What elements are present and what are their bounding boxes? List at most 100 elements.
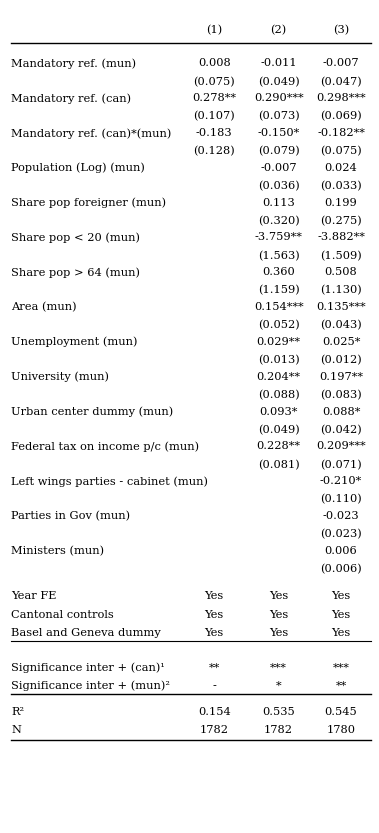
Text: -0.007: -0.007 bbox=[260, 162, 297, 172]
Text: Left wings parties - cabinet (mun): Left wings parties - cabinet (mun) bbox=[11, 476, 208, 486]
Text: -3.882**: -3.882** bbox=[317, 232, 365, 242]
Text: 0.508: 0.508 bbox=[325, 267, 357, 277]
Text: Yes: Yes bbox=[269, 610, 288, 620]
Text: (1.130): (1.130) bbox=[320, 286, 362, 296]
Text: 0.197**: 0.197** bbox=[319, 372, 363, 382]
Text: Basel and Geneva dummy: Basel and Geneva dummy bbox=[11, 628, 161, 638]
Text: -: - bbox=[212, 681, 216, 691]
Text: 0.290***: 0.290*** bbox=[254, 93, 303, 103]
Text: 0.298***: 0.298*** bbox=[316, 93, 366, 103]
Text: (0.079): (0.079) bbox=[258, 146, 299, 157]
Text: 0.360: 0.360 bbox=[262, 267, 295, 277]
Text: -0.183: -0.183 bbox=[196, 128, 232, 138]
Text: 0.278**: 0.278** bbox=[192, 93, 236, 103]
Text: (0.128): (0.128) bbox=[193, 146, 235, 157]
Text: -0.150*: -0.150* bbox=[257, 128, 300, 138]
Text: 1780: 1780 bbox=[327, 726, 356, 736]
Text: 0.154: 0.154 bbox=[198, 707, 230, 717]
Text: -3.759**: -3.759** bbox=[255, 232, 302, 242]
Text: Mandatory ref. (mun): Mandatory ref. (mun) bbox=[11, 58, 136, 69]
Text: 0.535: 0.535 bbox=[262, 707, 295, 717]
Text: 0.209***: 0.209*** bbox=[316, 441, 366, 451]
Text: Year FE: Year FE bbox=[11, 591, 57, 601]
Text: Urban center dummy (mun): Urban center dummy (mun) bbox=[11, 407, 174, 417]
Text: 0.006: 0.006 bbox=[325, 546, 357, 556]
Text: Federal tax on income p/c (mun): Federal tax on income p/c (mun) bbox=[11, 441, 199, 451]
Text: 1782: 1782 bbox=[200, 726, 229, 736]
Text: 0.093*: 0.093* bbox=[259, 407, 298, 416]
Text: (0.107): (0.107) bbox=[193, 112, 235, 122]
Text: (3): (3) bbox=[333, 25, 349, 35]
Text: 0.204**: 0.204** bbox=[257, 372, 301, 382]
Text: -0.210*: -0.210* bbox=[320, 476, 362, 486]
Text: 0.024: 0.024 bbox=[325, 162, 357, 172]
Text: Share pop foreigner (mun): Share pop foreigner (mun) bbox=[11, 197, 166, 208]
Text: Yes: Yes bbox=[205, 610, 224, 620]
Text: ***: *** bbox=[270, 662, 287, 672]
Text: **: ** bbox=[208, 662, 220, 672]
Text: 1782: 1782 bbox=[264, 726, 293, 736]
Text: -0.182**: -0.182** bbox=[317, 128, 365, 138]
Text: Yes: Yes bbox=[332, 610, 351, 620]
Text: (0.275): (0.275) bbox=[320, 216, 362, 226]
Text: (0.110): (0.110) bbox=[320, 494, 362, 505]
Text: (0.081): (0.081) bbox=[258, 460, 299, 470]
Text: 0.135***: 0.135*** bbox=[316, 302, 366, 312]
Text: 0.008: 0.008 bbox=[198, 58, 230, 68]
Text: Yes: Yes bbox=[332, 628, 351, 638]
Text: Yes: Yes bbox=[332, 591, 351, 601]
Text: (0.049): (0.049) bbox=[258, 425, 299, 435]
Text: (0.047): (0.047) bbox=[320, 77, 362, 87]
Text: (1.159): (1.159) bbox=[258, 286, 299, 296]
Text: 0.154***: 0.154*** bbox=[254, 302, 303, 312]
Text: Yes: Yes bbox=[205, 591, 224, 601]
Text: 0.228**: 0.228** bbox=[257, 441, 301, 451]
Text: (0.023): (0.023) bbox=[320, 529, 362, 540]
Text: (1.563): (1.563) bbox=[258, 251, 299, 261]
Text: Cantonal controls: Cantonal controls bbox=[11, 610, 114, 620]
Text: Population (Log) (mun): Population (Log) (mun) bbox=[11, 162, 145, 173]
Text: Area (mun): Area (mun) bbox=[11, 302, 77, 312]
Text: (0.036): (0.036) bbox=[258, 181, 299, 192]
Text: (0.049): (0.049) bbox=[258, 77, 299, 87]
Text: Yes: Yes bbox=[269, 591, 288, 601]
Text: -0.007: -0.007 bbox=[323, 58, 359, 68]
Text: Yes: Yes bbox=[205, 628, 224, 638]
Text: ***: *** bbox=[333, 662, 349, 672]
Text: Yes: Yes bbox=[269, 628, 288, 638]
Text: *: * bbox=[276, 681, 281, 691]
Text: 0.029**: 0.029** bbox=[257, 337, 301, 347]
Text: (0.069): (0.069) bbox=[320, 112, 362, 122]
Text: (0.012): (0.012) bbox=[320, 355, 362, 366]
Text: Significance inter + (mun)²: Significance inter + (mun)² bbox=[11, 681, 171, 691]
Text: R²: R² bbox=[11, 707, 25, 717]
Text: **: ** bbox=[335, 681, 347, 691]
Text: Significance inter + (can)¹: Significance inter + (can)¹ bbox=[11, 662, 165, 673]
Text: Mandatory ref. (can)*(mun): Mandatory ref. (can)*(mun) bbox=[11, 128, 172, 138]
Text: (1): (1) bbox=[206, 25, 222, 35]
Text: (0.042): (0.042) bbox=[320, 425, 362, 435]
Text: -0.011: -0.011 bbox=[260, 58, 297, 68]
Text: University (mun): University (mun) bbox=[11, 372, 110, 382]
Text: Parties in Gov (mun): Parties in Gov (mun) bbox=[11, 511, 130, 521]
Text: (0.088): (0.088) bbox=[258, 390, 299, 400]
Text: 0.113: 0.113 bbox=[262, 197, 295, 207]
Text: -0.023: -0.023 bbox=[323, 511, 359, 521]
Text: Ministers (mun): Ministers (mun) bbox=[11, 546, 105, 556]
Text: (1.509): (1.509) bbox=[320, 251, 362, 261]
Text: (0.083): (0.083) bbox=[320, 390, 362, 400]
Text: (0.052): (0.052) bbox=[258, 320, 299, 331]
Text: 0.545: 0.545 bbox=[325, 707, 357, 717]
Text: 0.025*: 0.025* bbox=[322, 337, 360, 347]
Text: (0.073): (0.073) bbox=[258, 112, 299, 122]
Text: (0.071): (0.071) bbox=[320, 460, 362, 470]
Text: (0.006): (0.006) bbox=[320, 564, 362, 574]
Text: Unemployment (mun): Unemployment (mun) bbox=[11, 337, 138, 347]
Text: (0.043): (0.043) bbox=[320, 320, 362, 331]
Text: (0.013): (0.013) bbox=[258, 355, 299, 366]
Text: (0.075): (0.075) bbox=[320, 146, 362, 157]
Text: N: N bbox=[11, 726, 21, 736]
Text: (0.033): (0.033) bbox=[320, 181, 362, 192]
Text: Mandatory ref. (can): Mandatory ref. (can) bbox=[11, 93, 132, 103]
Text: (0.320): (0.320) bbox=[258, 216, 299, 226]
